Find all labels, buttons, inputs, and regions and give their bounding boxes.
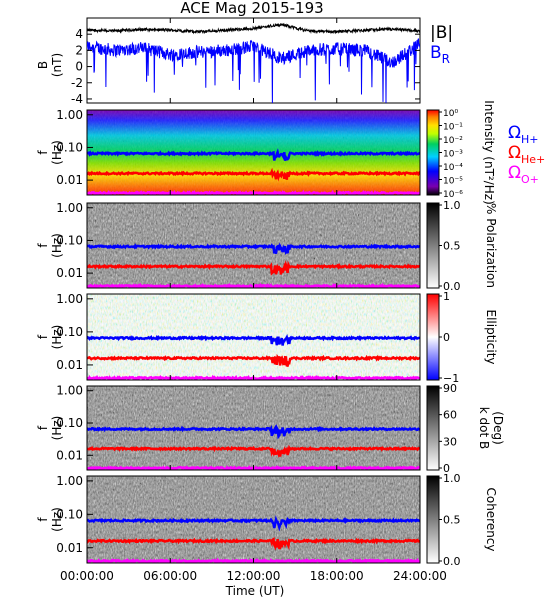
y-axis-unit: (Hz) (50, 140, 64, 165)
colorbar (426, 475, 440, 564)
colorbar-tick-label: 0.0 (443, 280, 461, 293)
y-tick-labels: 4 2 0 -2 -4 (71, 18, 421, 106)
legend-b-r: BR (430, 43, 450, 66)
y-tick-label: 0.01 (56, 358, 83, 372)
gyrofrequency-H-plus-line (87, 424, 420, 440)
y-axis-label: f (36, 517, 50, 522)
colorbar-label: % Polarization (484, 203, 498, 288)
panel-coherency: 1.00 0.10 0.01 f (Hz) 1.0 0.5 0.0 Coherency (36, 472, 498, 568)
y-axis-label: f (36, 243, 50, 248)
colorbar-tick-label: −1 (443, 372, 459, 385)
colorbar-tick-label: 10⁻⁶ (443, 190, 463, 200)
y-tick-label: 0.10 (56, 416, 83, 430)
legend-He-plus: ΩHe+ (508, 143, 545, 166)
legend-b-r-label: BR (430, 43, 450, 66)
colorbar (426, 109, 440, 196)
y-axis-label: B (36, 61, 50, 69)
x-tick-label: 12:00:00 (227, 569, 281, 583)
colorbar-tick-label: 1 (443, 290, 450, 303)
gyrofrequency-H-plus-line (87, 333, 420, 346)
x-axis: 00:00:00 06:00:00 12:00:00 18:00:00 24:00:00 (60, 569, 447, 583)
legend-H-plus: ΩH+ (508, 123, 539, 146)
y-tick-label: 0.10 (56, 140, 83, 154)
y-tick-label: 0.01 (56, 541, 83, 555)
y-tick-label: -4 (71, 92, 83, 106)
y-axis-unit: (Hz) (50, 233, 64, 258)
y-axis-label: f (36, 334, 50, 339)
colorbar-tick-label: 90 (443, 382, 457, 395)
gyrofrequency-He-plus-line (87, 537, 420, 551)
x-tick-label: 00:00:00 (60, 569, 114, 583)
gyrofrequency-He-plus-line (87, 260, 420, 276)
y-axis-unit: (Hz) (50, 325, 64, 350)
colorbar-label: Coherency (484, 487, 498, 551)
x-tick-label: 06:00:00 (143, 569, 197, 583)
x-tick-label: 18:00:00 (310, 569, 364, 583)
colorbar (426, 202, 440, 289)
y-tick-label: 0.10 (56, 233, 83, 247)
y-tick-label: 0.01 (56, 173, 83, 187)
colorbar-tick-label: 10⁻¹ (443, 123, 463, 133)
legend-O-plus: ΩO+ (508, 163, 539, 186)
colorbar (426, 293, 440, 381)
colorbar-tick-label: 60 (443, 409, 457, 422)
colorbar-label: Intensity (nT²/Hz) (482, 100, 496, 205)
y-tick-label: 1.00 (56, 201, 83, 215)
colorbar-tick-label: 10⁻⁵ (443, 177, 463, 187)
gyrofrequency-H-plus-line (87, 515, 420, 532)
colorbar-tick-label: 0.5 (443, 240, 461, 253)
y-tick-label: 0 (75, 60, 83, 74)
y-axis-unit: (Hz) (50, 507, 64, 532)
colorbar-tick-label: 1.0 (443, 472, 461, 485)
y-tick-label: 0.10 (56, 325, 83, 339)
gyrofrequency-He-plus-line (87, 167, 420, 182)
colorbar-tick-label: 0 (443, 331, 450, 344)
colorbar-tick-label: 30 (443, 435, 457, 448)
colorbar-tick-label: 1.0 (443, 199, 461, 212)
x-tick-label: 24:00:00 (393, 569, 447, 583)
y-tick-label: 0.10 (56, 507, 83, 521)
y-axis-label: f (36, 425, 50, 430)
colorbar-tick-label: 0.0 (443, 555, 461, 568)
y-tick-label: 1.00 (56, 108, 83, 122)
panel-magnetic-field: B (nT) 4 2 0 -2 -4 |B| BR (36, 17, 453, 106)
colorbar-tick-label: 10⁻³ (443, 150, 463, 160)
y-tick-label: 1.00 (56, 292, 83, 306)
colorbar-tick-label: 0.5 (443, 514, 461, 527)
legend-b-total-label: |B| (430, 23, 453, 43)
colorbar-label-unit: (Deg) (491, 411, 505, 445)
x-axis-label: Time (UT) (225, 584, 285, 598)
colorbar-tick-label: 10⁰ (443, 109, 458, 119)
y-axis-unit: (Hz) (50, 416, 64, 441)
panel-spectrogram: 1.00 0.10 0.01 f (Hz) 10⁰ 10⁻¹ 10⁻² 10⁻³ 10⁻⁴ 10⁻⁵… (36, 100, 496, 205)
series-b-total-line (87, 22, 420, 35)
series-b-r-line (87, 38, 420, 103)
y-tick-label: 1.00 (56, 474, 83, 488)
y-tick-label: 2 (75, 43, 83, 57)
gyrofrequency-He-plus-line (87, 444, 420, 459)
y-tick-label: 0.01 (56, 266, 83, 280)
colorbar-tick-label: 10⁻² (443, 136, 463, 146)
panel-polarization: 1.00 0.10 0.01 f (Hz) 1.0 0.5 0.0 % Polarization (36, 199, 498, 293)
gyrofrequency-H-plus-line (87, 148, 420, 161)
gyrofrequency-He-plus-line (87, 353, 420, 368)
panel-ellipticity: 1.00 0.10 0.01 f (Hz) 1 0 −1 Ellipticity (36, 290, 498, 385)
y-tick-label: 4 (75, 27, 83, 41)
colorbar-tick-label: 0 (443, 462, 450, 475)
gyrofrequency-H-plus-line (87, 242, 420, 255)
gyrofrequency-legend: ΩH+ΩHe+ΩO+ (508, 123, 545, 186)
panel-wave-normal-angle: 1.00 0.10 0.01 f (Hz) 90 60 30 0 k dot B (Deg) (36, 382, 505, 475)
chart-title: ACE Mag 2015-193 (180, 0, 323, 17)
y-tick-label: 0.01 (56, 448, 83, 462)
colorbar (426, 385, 440, 471)
colorbar-tick-label: 10⁻⁴ (443, 163, 463, 173)
y-tick-label: 1.00 (56, 384, 83, 398)
legend-b-total: |B| (430, 23, 453, 43)
colorbar-label: Ellipticity (484, 310, 498, 365)
colorbar-label: k dot B (477, 407, 491, 449)
y-axis-unit: (nT) (50, 53, 64, 77)
y-axis-label: f (36, 150, 50, 155)
y-tick-label: -2 (71, 76, 83, 90)
